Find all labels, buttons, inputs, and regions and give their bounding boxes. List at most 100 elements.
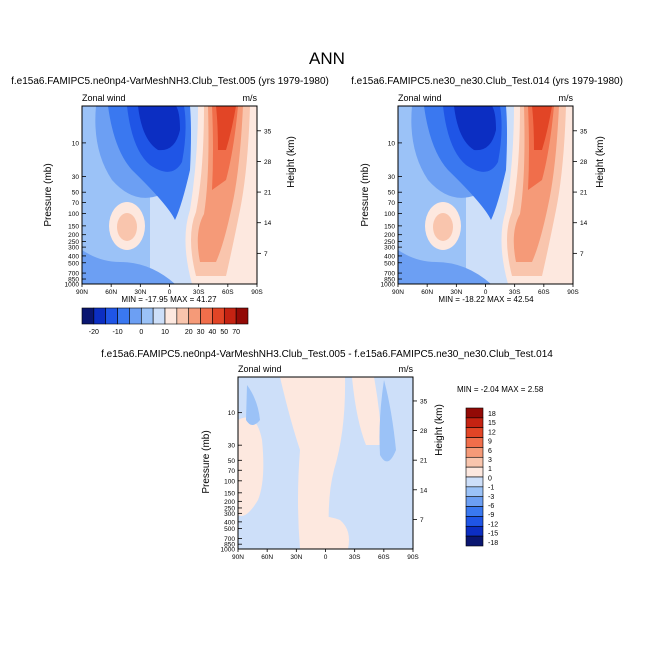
panel-a-y2label: Height (km) [286,136,297,188]
panel-b-ytick-label: 500 [384,260,395,267]
colorbar-h-swatch [212,307,225,325]
panel-b-title: f.e15a6.FAMIPC5.ne30_ne30.Club_Test.014 … [351,76,623,87]
panel-c-ytick-label: 10 [228,410,236,417]
panel-b-xtick-label: 60S [538,289,550,296]
panel-b-field [398,106,573,284]
panel-c-ytick-label: 700 [224,536,235,543]
panel-c-y2tick-label: 28 [420,428,428,435]
colorbar-v-swatch [465,437,484,448]
colorbar-vertical: 18 15 12 9 6 3 1 0 -1 -3 -6 -9 -12 -15 -18 [465,407,498,547]
panel-b-ytick-label: 1000 [381,282,396,289]
colorbar-h-swatch [105,307,118,325]
panel-b-xtick-label: 30N [450,289,462,296]
colorbar-h-swatch [200,307,213,325]
colorbar-h-swatch [235,307,249,325]
panel-a-y2tick-label: 28 [264,159,272,166]
panel-a-ytick-label: 30 [72,174,80,181]
panel-a-ytick-label: 70 [72,200,80,207]
panel-a-stats: MIN = -17.95 MAX = 41.27 [121,295,217,304]
panel-a-xtick-label: 0 [168,289,172,296]
panel-a: f.e15a6.FAMIPC5.ne0np4-VarMeshNH3.Club_T… [11,76,329,304]
panel-c-field [238,377,413,549]
colorbar-h-swatch [223,307,237,325]
panel-c-ytick-label: 300 [224,511,235,518]
colorbar-v-label: 3 [488,457,492,464]
panel-b-xtick-label: 90N [392,289,404,296]
colorbar-v-label: 18 [488,411,496,418]
colorbar-h-label: 10 [161,329,169,336]
panel-a-ytick-label: 300 [68,245,79,252]
panel-a-ytick-label: 150 [68,223,79,230]
panel-a-xtick-label: 90S [251,289,263,296]
panel-a-nh-jet-core [117,213,137,241]
panel-a-ytick-label: 50 [72,190,80,197]
panel-b-y2label: Height (km) [595,136,606,188]
panel-a-field [82,106,257,284]
panel-c-y2label: Height (km) [434,404,445,456]
panel-b-ytick-label: 100 [384,211,395,218]
panel-c-ytick-label: 400 [224,519,235,526]
panel-b-band-westerly-5 [532,106,552,150]
colorbar-v-swatch [465,447,484,458]
panel-b-ytick-label: 200 [384,232,395,239]
panel-c-ytick-label: 50 [228,458,236,465]
colorbar-h-label: -10 [113,329,123,336]
panel-b-ytick-label: 50 [388,190,396,197]
panel-a-surface-easterlies [82,250,175,284]
colorbar-v-label: 0 [488,475,492,482]
panel-a-xtick-label: 30N [134,289,146,296]
colorbar-v-label: 12 [488,429,496,436]
colorbar-v-swatch [465,496,484,507]
colorbar-v-label: -18 [488,540,498,547]
colorbar-h-swatch [152,307,166,325]
colorbar-h-swatch [81,307,95,325]
panel-c-negative-sh [379,380,396,462]
panel-b-ytick-label: 150 [384,223,395,230]
panel-a-ytick-label: 500 [68,260,79,267]
panel-b-surface-easterlies [398,250,491,284]
panel-c-xtick-label: 60N [261,554,273,561]
panel-a-band-easterly-core [138,106,180,151]
colorbar-h-label: -20 [89,329,99,336]
panel-a-xtick-label: 90N [76,289,88,296]
panel-c-xtick-label: 30S [349,554,361,561]
panel-c-y2tick-label: 7 [420,517,424,524]
panel-c-ytick-label: 30 [228,443,236,450]
colorbar-h-swatch [188,307,201,325]
panel-b-y2tick-label: 35 [580,128,588,135]
panel-b-ytick-label: 300 [384,245,395,252]
panel-c-ytick-label: 850 [224,542,235,549]
colorbar-v-swatch [465,427,484,438]
colorbar-h-swatch [164,307,178,325]
colorbar-h-label: 0 [139,329,143,336]
colorbar-h-label: 70 [232,329,240,336]
colorbar-h-swatch [140,307,154,325]
panel-c-right-label: m/s [399,364,414,374]
panel-c-xtick-label: 60S [378,554,390,561]
colorbar-h-label: 30 [197,329,205,336]
panel-b-ytick-label: 700 [384,271,395,278]
colorbar-v-label: 1 [488,466,492,473]
panel-c-y2tick-label: 21 [420,458,428,465]
colorbar-v-label: 9 [488,439,492,446]
panel-c-positive-tropical [280,377,346,549]
colorbar-v-label: -12 [488,521,498,528]
panel-a-ytick-label: 200 [68,232,79,239]
colorbar-v-label: 15 [488,420,496,427]
panel-a-xtick-label: 60N [105,289,117,296]
panel-c-negative-nh-strat [246,385,260,425]
panel-c-positive-sh-strat [352,377,382,445]
panel-a-ylabel: Pressure (mb) [43,163,54,226]
colorbar-h-label: 50 [220,329,228,336]
panel-c-ytick-label: 1000 [221,547,236,554]
panel-b-xtick-label: 30S [509,289,521,296]
colorbar-v-swatch [465,535,484,547]
panel-a-xtick-label: 30S [193,289,205,296]
panel-c-ytick-label: 70 [228,468,236,475]
colorbar-h-label: 20 [185,329,193,336]
panel-c-xtick-label: 90S [407,554,419,561]
panel-a-ytick-label: 850 [68,277,79,284]
panel-b-ytick-label: 70 [388,200,396,207]
panel-b-stats: MIN = -18.22 MAX = 42.54 [438,295,534,304]
